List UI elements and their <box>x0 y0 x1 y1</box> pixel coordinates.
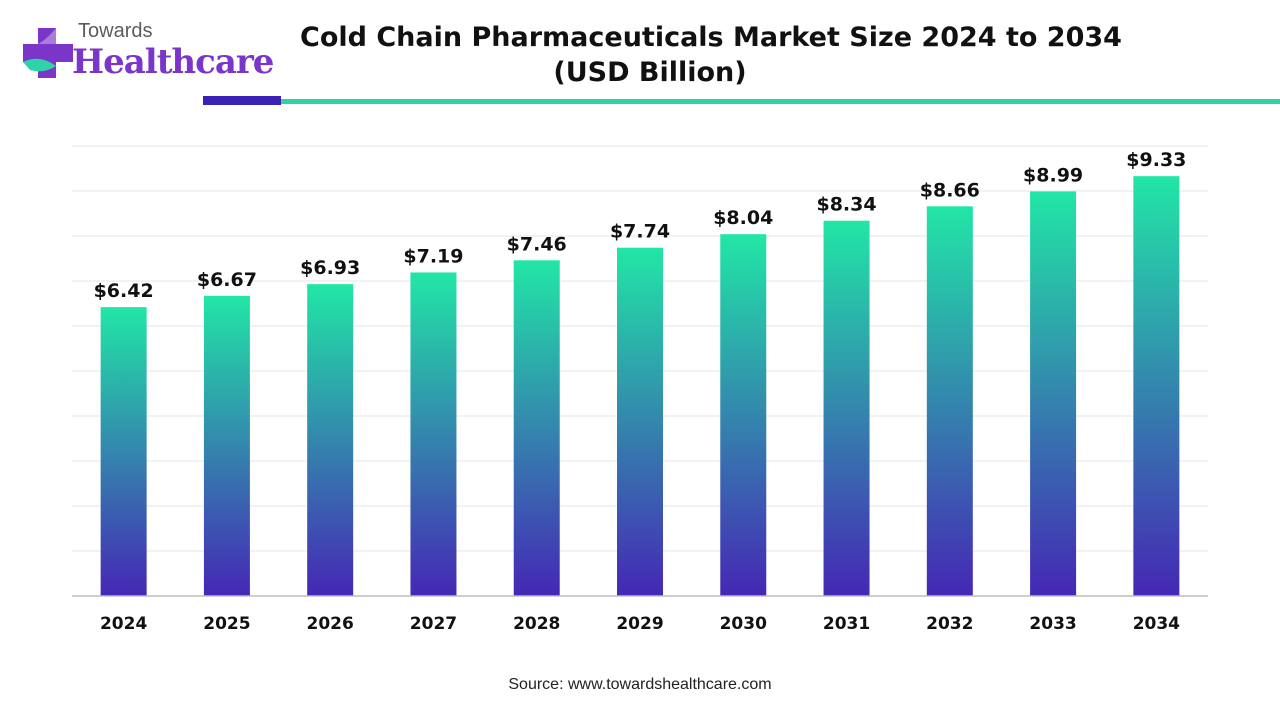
value-label-2026: $6.93 <box>300 257 360 279</box>
bar-2033 <box>1030 191 1077 596</box>
bar-2024 <box>100 307 147 596</box>
value-label-2034: $9.33 <box>1126 149 1186 171</box>
value-labels: $6.42 $6.67 $6.93 $7.19 $7.46 $7.74 $8.04 $8.34… <box>94 149 1187 302</box>
x-tick-2027: 2027 <box>410 614 457 634</box>
bar-2027 <box>410 272 457 596</box>
bar-2029 <box>617 247 663 596</box>
header-rule-accent <box>203 96 281 105</box>
x-tick-2031: 2031 <box>823 614 870 634</box>
x-tick-2026: 2026 <box>307 614 354 634</box>
value-label-2029: $7.74 <box>610 221 670 243</box>
value-label-2032: $8.66 <box>920 179 980 201</box>
chart-title: Cold Chain Pharmaceuticals Market Size 2… <box>300 22 1122 53</box>
x-tick-2033: 2033 <box>1029 614 1076 634</box>
bar-2030 <box>720 234 767 596</box>
bar-2031 <box>823 220 870 596</box>
bar-2025 <box>203 295 250 596</box>
bar-2026 <box>307 284 354 596</box>
bars <box>100 176 1180 597</box>
chart-title-block: Cold Chain Pharmaceuticals Market Size 2… <box>300 20 1122 90</box>
value-label-2033: $8.99 <box>1023 164 1083 186</box>
x-tick-2034: 2034 <box>1133 614 1180 634</box>
x-tick-labels: 2024 2025 2026 2027 2028 2029 2030 2031 2032 2033… <box>100 614 1180 634</box>
bar-2028 <box>513 260 560 596</box>
x-tick-2032: 2032 <box>926 614 973 634</box>
brand-name-bottom: Healthcare <box>72 42 274 82</box>
brand-logo: Towards Healthcare <box>20 18 274 84</box>
x-tick-2028: 2028 <box>513 614 560 634</box>
value-label-2028: $7.46 <box>507 233 567 255</box>
medical-cross-icon <box>23 28 73 78</box>
x-tick-2029: 2029 <box>616 614 663 634</box>
value-label-2024: $6.42 <box>94 280 154 302</box>
value-label-2031: $8.34 <box>816 194 876 216</box>
source-note: Source: www.towardshealthcare.com <box>508 676 772 693</box>
bar-2032 <box>926 206 973 597</box>
x-tick-2025: 2025 <box>203 614 250 634</box>
header-rule <box>281 99 1280 104</box>
value-label-2025: $6.67 <box>197 269 257 291</box>
x-tick-2030: 2030 <box>720 614 767 634</box>
chart-subtitle: (USD Billion) <box>553 57 747 88</box>
value-label-2027: $7.19 <box>403 245 463 267</box>
brand-name-top: Towards <box>78 20 153 42</box>
value-label-2030: $8.04 <box>713 207 773 229</box>
bar-2034 <box>1133 176 1180 596</box>
x-tick-2024: 2024 <box>100 614 147 634</box>
